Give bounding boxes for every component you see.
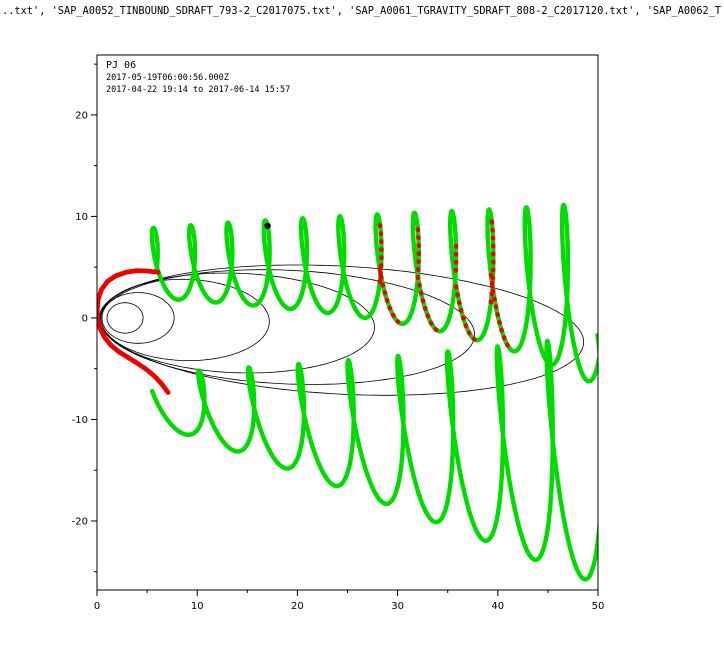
radiation-dotted-segment [377,266,403,326]
time-range-label: 2017-04-22 19:14 to 2017-06-14 15:57 [106,85,291,95]
y-tick-label: 0 [82,313,88,324]
radiation-dotted-segment [488,272,512,351]
epoch-marker [264,222,271,229]
radiation-dotted-segment [377,220,384,285]
trajectory-upper-band [149,202,598,384]
x-tick-label: 40 [491,601,504,612]
field-line-contour [106,302,144,334]
trajectory-lower-band [150,333,598,582]
y-tick-label: -20 [72,516,88,527]
field-line-contour [101,292,175,344]
y-tick-label: 20 [75,110,88,121]
x-tick-label: 30 [391,601,404,612]
y-tick-label: 10 [75,212,88,223]
y-tick-label: -10 [72,415,88,426]
perijove-highlight [97,268,171,395]
radiation-dotted-segment [453,284,483,343]
x-tick-label: 0 [94,601,100,612]
plot-annotations: PJ 06 2017-05-19T06:00:56.000Z 2017-04-2… [106,59,290,96]
radiation-dotted-segment [415,274,443,334]
plot-background [97,55,598,590]
data-layer [97,202,598,582]
epoch-label: 2017-05-19T06:00:56.000Z [106,73,229,83]
x-tick-label: 10 [191,601,204,612]
figure-title: ..txt', 'SAP_A0052_TINBOUND_SDRAFT_793-2… [2,5,722,17]
x-tick-label: 50 [592,601,605,612]
radiation-dotted-segment [415,226,422,281]
perijove-label: PJ 06 [106,60,137,71]
x-tick-label: 20 [291,601,304,612]
